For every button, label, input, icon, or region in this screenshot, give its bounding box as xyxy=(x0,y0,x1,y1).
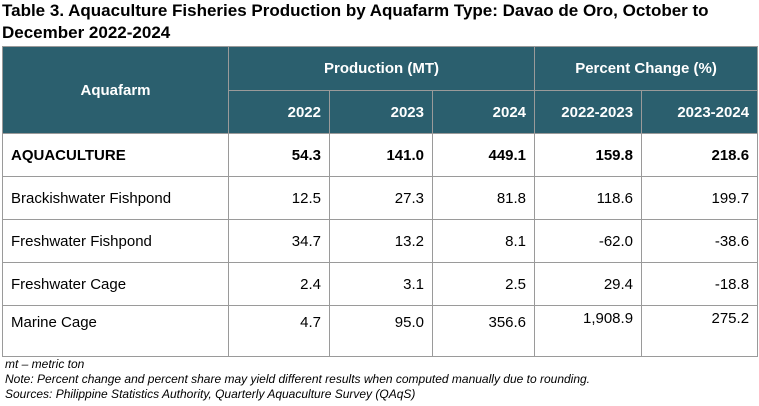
header-col-2022-2023: 2022-2023 xyxy=(534,90,643,134)
source-note: Sources: Philippine Statistics Authority… xyxy=(5,387,416,401)
header-percent-group: Percent Change (%) xyxy=(534,46,759,91)
cell-value: 95.0 xyxy=(329,305,433,357)
header-col-2023-2024: 2023-2024 xyxy=(641,90,759,134)
footnotes: mt – metric ton Note: Percent change and… xyxy=(5,357,590,402)
cell-value: 4.7 xyxy=(228,305,330,357)
header-row-columns: 2022 2023 2024 2022-2023 2023-2024 xyxy=(3,90,759,134)
cell-value: 81.8 xyxy=(431,176,536,220)
row-label: Brackishwater Fishpond xyxy=(2,176,229,220)
table-row: AQUACULTURE 54.3 141.0 449.1 159.8 218.6 xyxy=(2,133,759,177)
cell-value: 118.6 xyxy=(534,176,643,220)
row-label: Marine Cage xyxy=(2,305,229,357)
cell-value: 141.0 xyxy=(329,133,433,177)
table-row: Brackishwater Fishpond 12.5 27.3 81.8 11… xyxy=(2,176,759,220)
cell-value: 8.1 xyxy=(431,219,536,263)
header-aquafarm: Aquafarm xyxy=(2,46,229,134)
cell-value: 3.1 xyxy=(329,262,433,306)
cell-value: 27.3 xyxy=(329,176,433,220)
rounding-note: Note: Percent change and percent share m… xyxy=(5,372,591,386)
cell-value: -18.8 xyxy=(641,262,759,306)
row-label: AQUACULTURE xyxy=(2,133,229,177)
row-label: Freshwater Fishpond xyxy=(2,219,229,263)
production-table: Aquafarm Production (MT) Percent Change … xyxy=(2,46,759,357)
cell-value: 159.8 xyxy=(534,133,643,177)
header-col-2023: 2023 xyxy=(329,90,433,134)
cell-value: 34.7 xyxy=(228,219,330,263)
cell-value: 13.2 xyxy=(329,219,433,263)
table-row: Freshwater Cage 2.4 3.1 2.5 29.4 -18.8 xyxy=(2,262,759,306)
header-col-2022: 2022 xyxy=(228,90,330,134)
row-label: Freshwater Cage xyxy=(2,262,229,306)
cell-value: 12.5 xyxy=(228,176,330,220)
cell-value: 54.3 xyxy=(228,133,330,177)
cell-value: 2.4 xyxy=(228,262,330,306)
header-production-group: Production (MT) xyxy=(227,46,536,91)
header-col-2024: 2024 xyxy=(431,90,536,134)
unit-note: mt – metric ton xyxy=(5,357,85,371)
cell-value: 2.5 xyxy=(431,262,536,306)
cell-value: -62.0 xyxy=(534,219,643,263)
cell-value: -38.6 xyxy=(641,219,759,263)
cell-value: 199.7 xyxy=(641,176,759,220)
table-row: Marine Cage 4.7 95.0 356.6 1,908.9 275.2 xyxy=(2,305,759,357)
header-row-groups: Aquafarm Production (MT) Percent Change … xyxy=(2,46,759,134)
cell-value: 29.4 xyxy=(534,262,643,306)
cell-value: 275.2 xyxy=(641,305,759,357)
cell-value: 1,908.9 xyxy=(534,305,643,357)
cell-value: 218.6 xyxy=(641,133,759,177)
table-row: Freshwater Fishpond 34.7 13.2 8.1 -62.0 … xyxy=(2,219,759,263)
cell-value: 449.1 xyxy=(431,133,536,177)
table-title: Table 3. Aquaculture Fisheries Productio… xyxy=(2,1,709,42)
cell-value: 356.6 xyxy=(431,305,536,357)
